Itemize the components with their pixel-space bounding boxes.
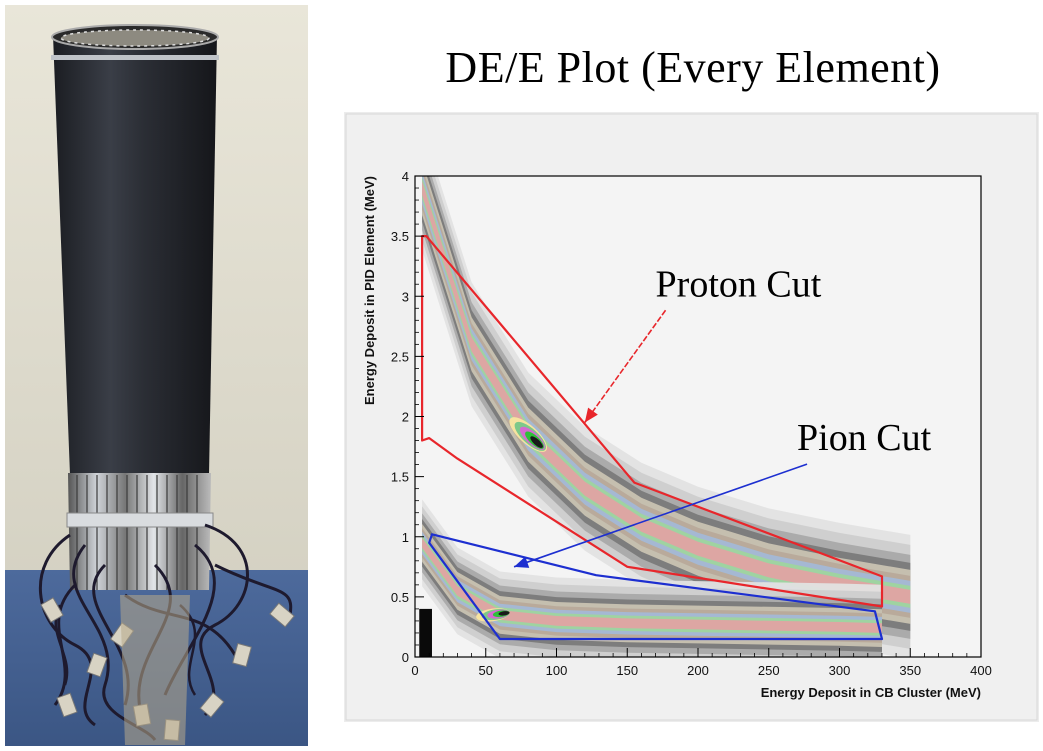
x-axis-label: Energy Deposit in CB Cluster (MeV) <box>761 685 981 700</box>
x-tick-label: 50 <box>479 663 493 678</box>
annotation-arrow-head-1 <box>514 556 530 568</box>
y-axis-label: Energy Deposit in PID Element (MeV) <box>362 176 377 405</box>
density-peak-proton-4 <box>530 436 543 448</box>
x-tick-label: 150 <box>616 663 638 678</box>
y-tick-label: 4 <box>402 169 409 184</box>
x-tick-label: 300 <box>829 663 851 678</box>
y-tick-label: 1 <box>402 530 409 545</box>
cut-polygon-1 <box>428 533 884 641</box>
x-tick-label: 350 <box>899 663 921 678</box>
y-tick-label: 1.5 <box>391 470 409 485</box>
y-tick-label: 0 <box>402 650 409 665</box>
density-peak-pion-4 <box>498 611 510 616</box>
y-tick-label: 2.5 <box>391 349 409 364</box>
annotations-layer: Proton Cut Pion Cut <box>513 263 932 568</box>
x-tick-label: 400 <box>970 663 992 678</box>
density-band-proton-1 <box>422 176 911 649</box>
axes-layer: 0 50 100 150 200 250 300 350 400 0 0.5 1 1.5 2 2.5 3 3.5… <box>391 169 992 678</box>
y-tick-label: 0.5 <box>391 590 409 605</box>
cut-polygon-0 <box>420 234 884 608</box>
detector-photo-drawing <box>5 5 308 746</box>
y-tick-label: 3.5 <box>391 229 409 244</box>
annotation-arrow-line-1 <box>513 463 808 568</box>
x-tick-label: 0 <box>411 663 418 678</box>
cuts-layer <box>420 234 884 641</box>
annotation-arrow-head-0 <box>584 407 598 423</box>
de-e-plot: 0 50 100 150 200 250 300 350 400 0 0.5 1 1.5 2 2.5 3 3.5… <box>344 112 1039 722</box>
x-tick-label: 200 <box>687 663 709 678</box>
y-tick-label: 2 <box>402 410 409 425</box>
x-tick-label: 250 <box>758 663 780 678</box>
annotation-label-0: Proton Cut <box>656 263 822 305</box>
annotation-arrow-line-0 <box>584 309 667 423</box>
density-band-pion-8 <box>422 537 882 633</box>
y-tick-label: 3 <box>402 289 409 304</box>
detector-photo <box>5 5 308 746</box>
density-layer <box>419 176 911 657</box>
figure-title: DE/E Plot (Every Element) <box>445 43 941 92</box>
density-origin-spot <box>419 608 432 657</box>
x-tick-label: 100 <box>546 663 568 678</box>
annotation-label-1: Pion Cut <box>797 417 932 459</box>
